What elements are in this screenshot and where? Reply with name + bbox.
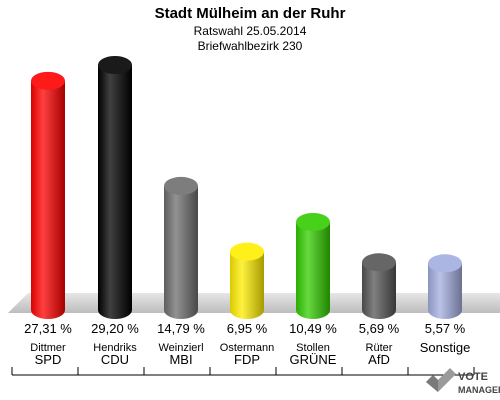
bars-layer — [31, 56, 462, 319]
party-label-grne: GRÜNE — [290, 352, 337, 367]
bar-body-sonstige — [428, 263, 462, 319]
bar-afd — [362, 253, 396, 319]
party-label-cdu: CDU — [101, 352, 129, 367]
value-label-spd: 27,31 % — [24, 321, 72, 336]
chart-title: Stadt Mülheim an der Ruhr — [155, 5, 346, 22]
candidate-label-mbi: Weinzierl — [158, 342, 203, 354]
candidate-label-afd: Rüter — [366, 342, 393, 354]
party-label-afd: AfD — [368, 352, 390, 367]
logo-line1: VOTE — [458, 371, 488, 383]
value-label-sonstige: 5,57 % — [425, 321, 466, 336]
bar-body-cdu — [98, 65, 132, 319]
party-label-sonstige: Sonstige — [420, 340, 471, 355]
candidate-label-fdp: Ostermann — [220, 342, 274, 354]
candidate-label-cdu: Hendriks — [93, 342, 137, 354]
bar-body-fdp — [230, 251, 264, 319]
party-label-spd: SPD — [35, 352, 62, 367]
bar-body-afd — [362, 262, 396, 319]
chart-subtitle-2: Briefwahlbezirk 230 — [198, 39, 303, 53]
chart-subtitle: Ratswahl 25.05.2014 — [194, 24, 307, 38]
candidate-label-grne: Stollen — [296, 342, 330, 354]
value-label-cdu: 29,20 % — [91, 321, 139, 336]
bar-top-fdp — [230, 242, 264, 261]
value-label-fdp: 6,95 % — [227, 321, 268, 336]
vote-check-icon — [426, 368, 456, 392]
bar-body-grne — [296, 221, 330, 319]
bar-spd — [31, 71, 65, 319]
candidate-label-spd: Dittmer — [30, 342, 66, 354]
bar-body-spd — [31, 80, 65, 319]
value-label-grne: 10,49 % — [289, 321, 337, 336]
value-label-afd: 5,69 % — [359, 321, 400, 336]
bar-cdu — [98, 56, 132, 319]
bar-top-sonstige — [428, 254, 462, 273]
bar-top-cdu — [98, 56, 132, 74]
bar-fdp — [230, 242, 264, 319]
bar-top-spd — [31, 71, 65, 90]
bar-top-afd — [362, 253, 396, 272]
bar-grne — [296, 212, 330, 319]
bar-mbi — [164, 176, 198, 319]
axis-layer — [11, 367, 475, 376]
logo-line2: MANAGER — [458, 385, 500, 395]
bar-top-grne — [296, 212, 330, 231]
bar-sonstige — [428, 254, 462, 319]
bar-top-mbi — [164, 176, 198, 195]
value-label-mbi: 14,79 % — [157, 321, 205, 336]
party-label-fdp: FDP — [234, 352, 260, 367]
bar-body-mbi — [164, 185, 198, 319]
vote-manager-logo: VOTE MANAGER — [426, 368, 500, 395]
party-label-mbi: MBI — [169, 352, 192, 367]
